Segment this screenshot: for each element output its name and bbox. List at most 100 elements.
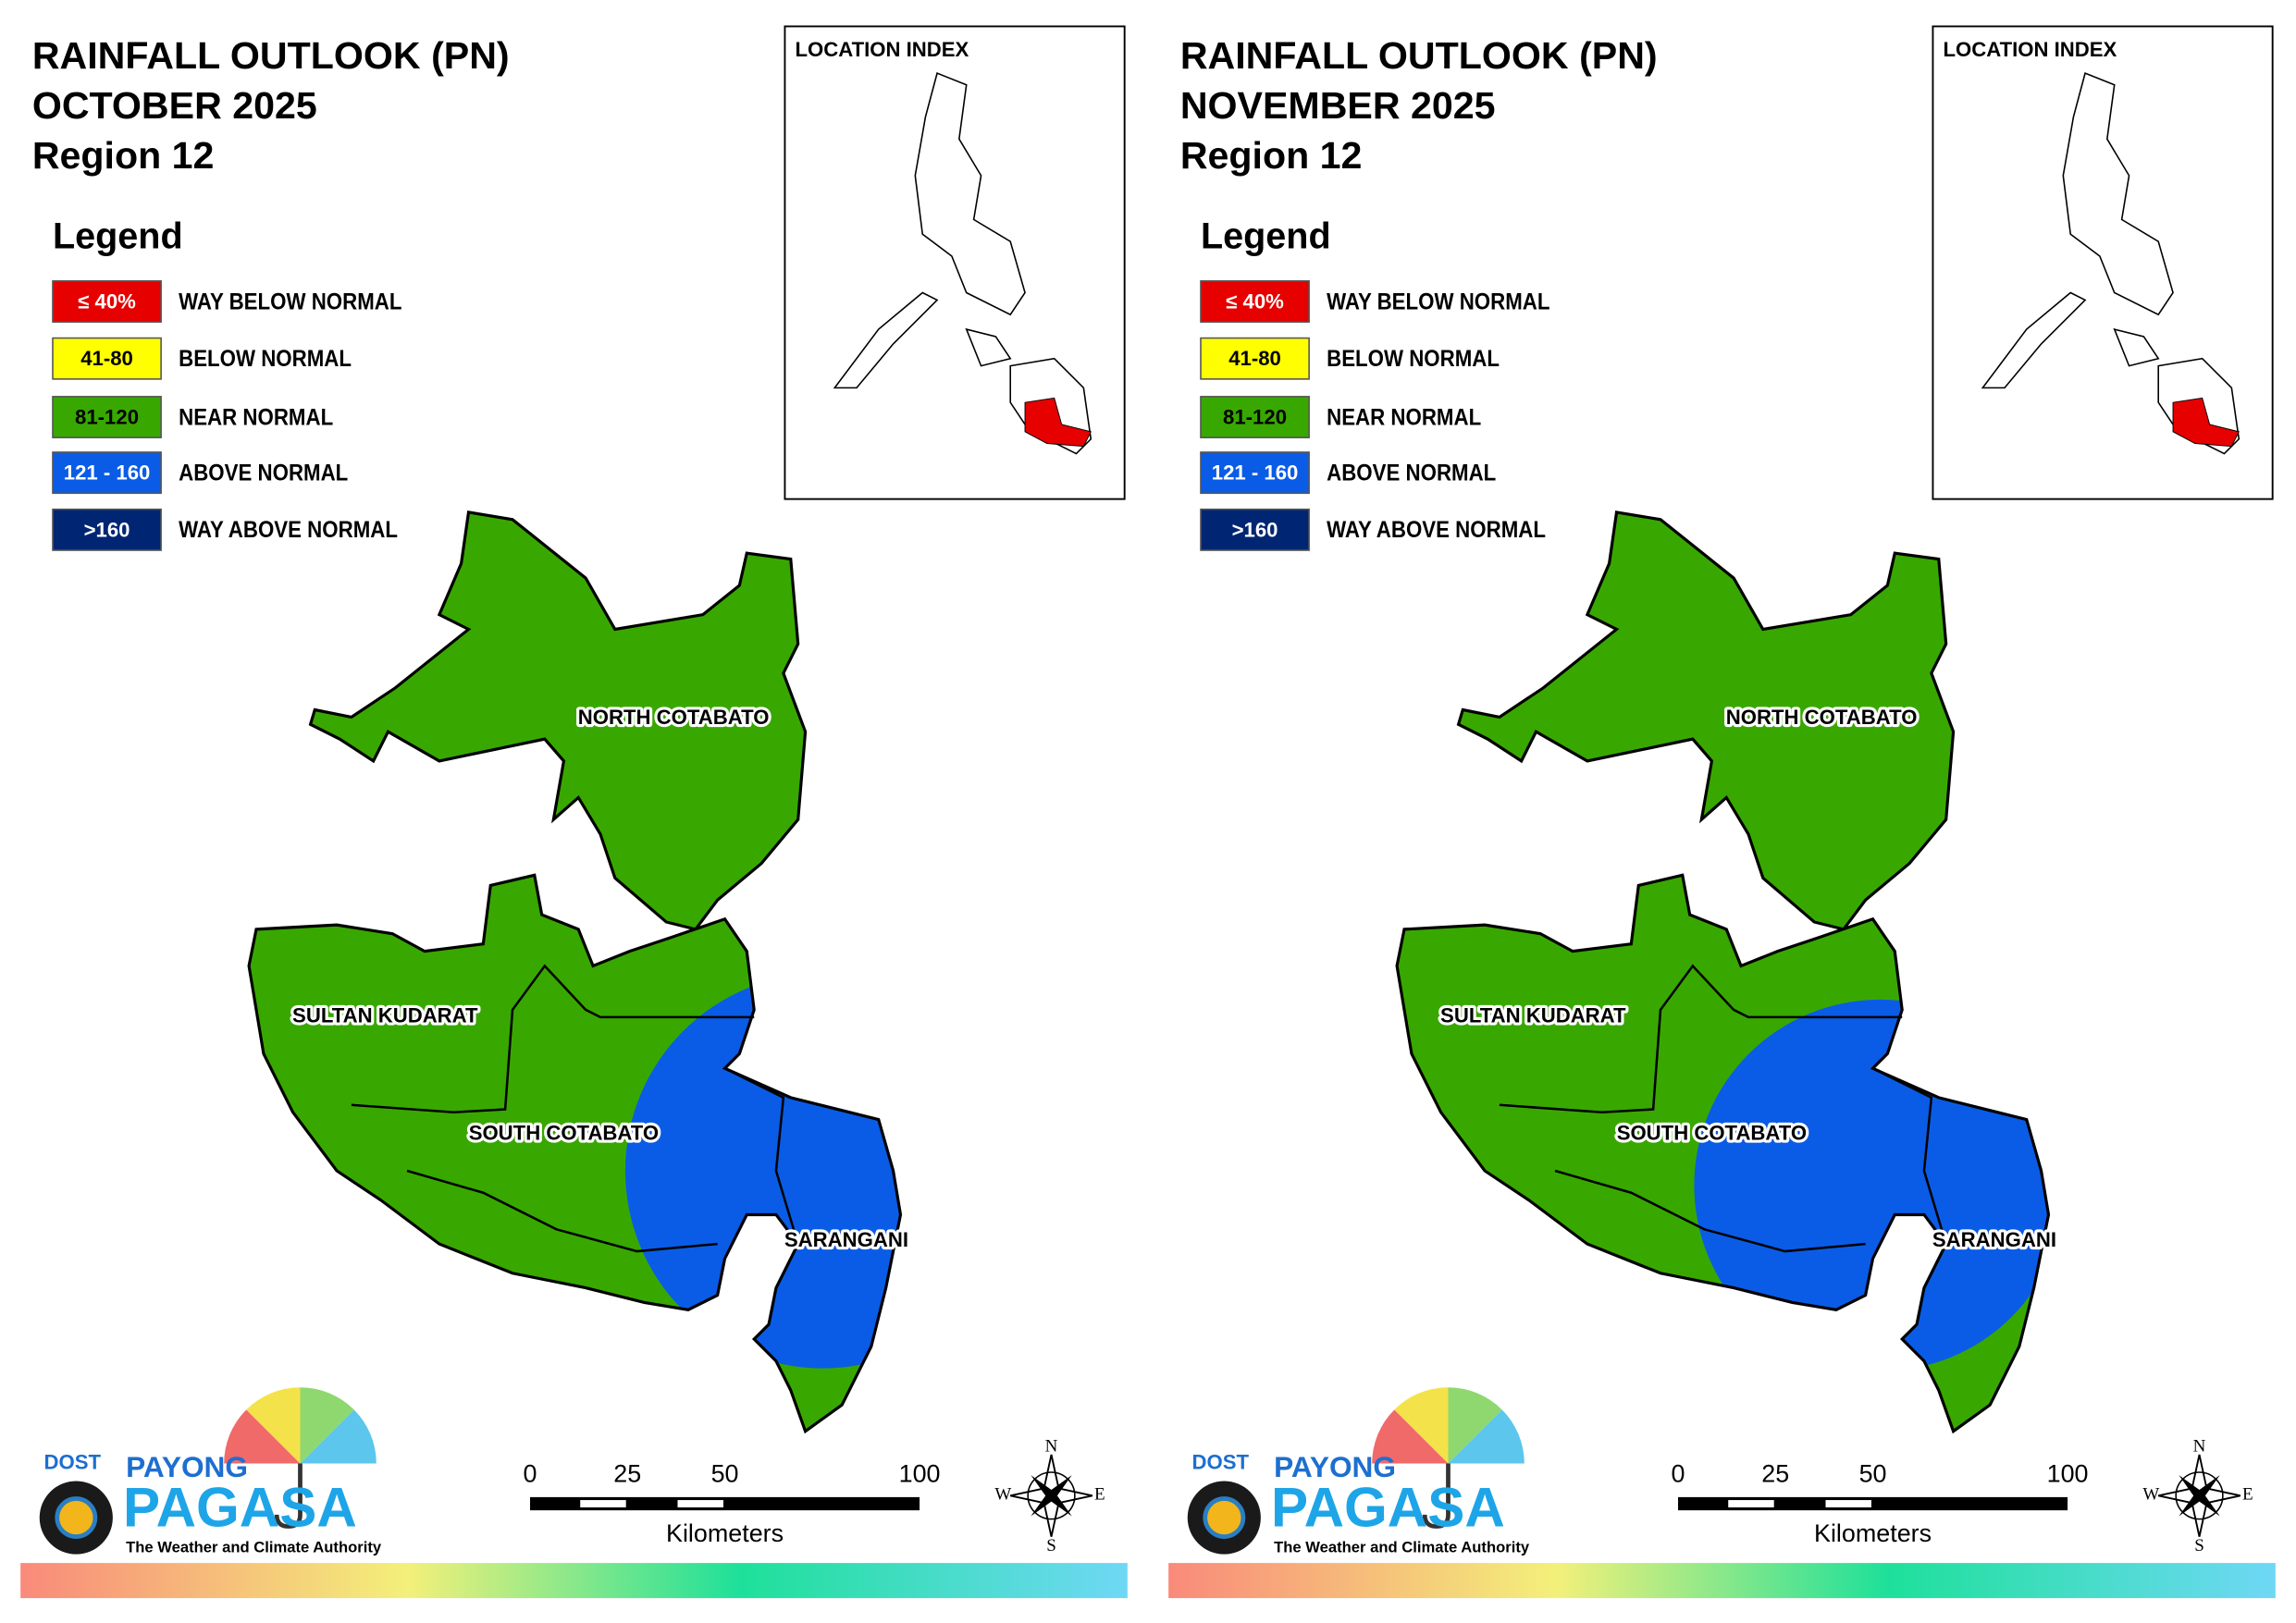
scale-bar	[1678, 1496, 2068, 1511]
compass-star	[1031, 1475, 1072, 1517]
province-boundary	[1554, 1169, 1866, 1253]
legend-swatch-label: 121 - 160	[1212, 461, 1299, 485]
umbrella-handle	[274, 1463, 302, 1529]
umbrella-panel	[300, 1387, 354, 1464]
panel: RAINFALL OUTLOOK (PN) OCTOBER 2025 Region …	[20, 25, 1128, 1599]
scale-tick-label: 100	[2047, 1459, 2089, 1487]
legend-label: ABOVE NORMAL	[1327, 460, 1496, 486]
province-boundary	[723, 1067, 799, 1245]
legend-swatch-label: ≤ 40%	[78, 289, 136, 313]
province-boundary	[406, 1169, 718, 1253]
compass-s: S	[1046, 1536, 1056, 1555]
compass-ring	[2175, 1471, 2224, 1520]
province-label: NORTH COTABATO	[578, 706, 770, 729]
umbrella-panel	[1448, 1409, 1524, 1464]
legend-swatch-label: >160	[1232, 518, 1278, 541]
scale-unit: Kilometers	[1814, 1519, 1932, 1547]
legend-swatch	[52, 451, 162, 495]
legend-label: BELOW NORMAL	[1327, 346, 1500, 373]
legend-label: NEAR NORMAL	[179, 404, 333, 431]
title-line: RAINFALL OUTLOOK (PN)	[32, 34, 510, 77]
legend-swatch	[52, 337, 162, 380]
legend-title: Legend	[1201, 215, 1331, 256]
compass-e: E	[1094, 1485, 1105, 1505]
province-boundary	[1499, 964, 1903, 1113]
legend-swatch-label: 41-80	[80, 347, 133, 370]
scale-tick-label: 25	[1761, 1459, 1789, 1487]
compass-w: W	[2142, 1485, 2159, 1505]
seal-inner	[55, 1496, 98, 1540]
umbrella-handle	[1422, 1463, 1450, 1529]
logo-pagasa: PAGASA	[1271, 1477, 1505, 1539]
scale-bar-segment	[677, 1500, 723, 1507]
legend-label: NEAR NORMAL	[1327, 404, 1481, 431]
logo-payong: PAYONG	[126, 1450, 248, 1483]
umbrella-panel	[224, 1409, 301, 1464]
scale-tick-label: 100	[899, 1459, 941, 1487]
umbrella-panel	[1372, 1409, 1449, 1464]
island	[833, 291, 939, 389]
scale-bar-segment	[580, 1500, 626, 1507]
seal-inner	[1203, 1496, 1246, 1540]
scale-tick-label: 25	[613, 1459, 641, 1487]
scale-bar-segment	[1825, 1500, 1871, 1507]
region-highlight	[2172, 397, 2240, 448]
scale-tick-label: 0	[524, 1459, 537, 1487]
compass-e: E	[2242, 1485, 2253, 1505]
logo-tagline: The Weather and Climate Authority	[1274, 1539, 1530, 1556]
island	[2113, 327, 2160, 367]
legend-swatch-label: 41-80	[1228, 347, 1281, 370]
region-highlight	[1024, 397, 1092, 448]
province-label: SOUTH COTABATO	[1617, 1121, 1807, 1144]
legend-swatch	[52, 280, 162, 323]
scale-tick-label: 0	[1672, 1459, 1685, 1487]
location-index-title: LOCATION INDEX	[1944, 38, 2117, 61]
scale-tick-label: 50	[711, 1459, 739, 1487]
legend-label: WAY ABOVE NORMAL	[1327, 517, 1546, 544]
island	[914, 72, 1026, 316]
legend-label: WAY BELOW NORMAL	[1327, 289, 1549, 315]
color-band	[20, 1563, 1128, 1599]
color-band	[1168, 1563, 2276, 1599]
legend-label: WAY ABOVE NORMAL	[179, 517, 398, 544]
logo-payong: PAYONG	[1274, 1450, 1396, 1483]
province-label: SARANGANI	[1932, 1228, 2056, 1251]
legend-swatch	[1200, 396, 1310, 438]
province-boundary	[351, 964, 755, 1113]
legend-label: BELOW NORMAL	[179, 346, 352, 373]
province-area	[308, 510, 808, 931]
logo-pagasa: PAGASA	[123, 1477, 357, 1539]
compass-n: N	[2193, 1436, 2206, 1456]
province-outline	[1395, 873, 2051, 1434]
title-line: RAINFALL OUTLOOK (PN)	[1180, 34, 1658, 77]
legend-swatch-label: 81-120	[75, 405, 139, 428]
legend-title: Legend	[53, 215, 183, 256]
province-label: SULTAN KUDARAT	[292, 1004, 478, 1027]
island	[2062, 72, 2174, 316]
scale-unit: Kilometers	[666, 1519, 784, 1547]
scale-bar	[530, 1496, 920, 1511]
province-label: SULTAN KUDARAT	[1440, 1004, 1626, 1027]
logo-dost: DOST	[1191, 1450, 1249, 1473]
title-line: Region 12	[32, 134, 215, 177]
legend-swatch-label: ≤ 40%	[1226, 289, 1284, 313]
logo-dost: DOST	[43, 1450, 101, 1473]
logo-tagline: The Weather and Climate Authority	[126, 1539, 382, 1556]
legend-swatch	[1200, 337, 1310, 380]
legend-swatch	[1200, 508, 1310, 551]
title-line: NOVEMBER 2025	[1180, 84, 1496, 127]
compass-ring	[1027, 1471, 1076, 1520]
legend-swatch-label: >160	[84, 518, 130, 541]
title-line: OCTOBER 2025	[32, 84, 317, 127]
scale-tick-label: 50	[1859, 1459, 1887, 1487]
umbrella-panel	[1448, 1387, 1502, 1464]
legend-swatch	[1200, 280, 1310, 323]
island	[965, 327, 1012, 367]
legend-swatch	[52, 396, 162, 438]
legend-swatch-label: 121 - 160	[64, 461, 151, 485]
compass-w: W	[994, 1485, 1011, 1505]
province-area	[1456, 510, 1956, 931]
scale-bar-segment	[1728, 1500, 1774, 1507]
location-index-title: LOCATION INDEX	[796, 38, 969, 61]
